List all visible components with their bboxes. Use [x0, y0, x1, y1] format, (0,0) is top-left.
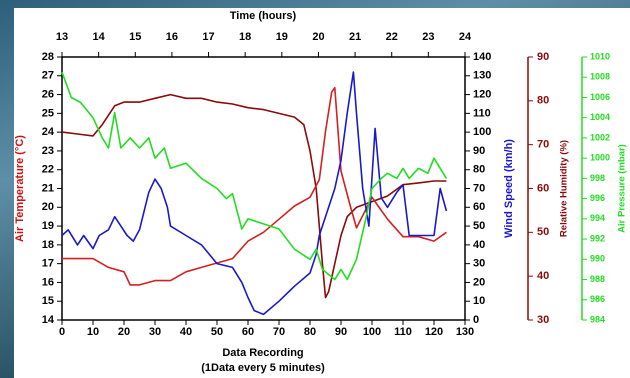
x-tick-label: 90 — [335, 326, 347, 338]
y-tick-label: 23 — [42, 145, 54, 157]
y2-tick-label: 100 — [473, 126, 491, 138]
x2-tick-label: 22 — [386, 31, 398, 43]
x-tick-label: 40 — [180, 326, 192, 338]
y3-tick-label: 80 — [537, 95, 549, 107]
x-title: Data Recording — [222, 347, 303, 359]
y4-tick-label: 986 — [590, 294, 605, 304]
y2-tick-label: 90 — [473, 145, 485, 157]
y4-title: Air Pressure (mbar) — [617, 144, 628, 233]
x2-tick-label: 21 — [349, 31, 361, 43]
y-tick-label: 28 — [42, 51, 54, 63]
y4-tick-label: 1010 — [590, 51, 610, 61]
y4-tick-label: 990 — [590, 254, 605, 264]
y3-tick-label: 50 — [537, 226, 549, 238]
x2-tick-label: 20 — [312, 31, 324, 43]
y-tick-label: 16 — [42, 276, 54, 288]
y4-tick-label: 988 — [590, 274, 605, 284]
y-tick-label: 26 — [42, 88, 54, 100]
y-tick-label: 17 — [42, 258, 54, 270]
series-line — [62, 86, 447, 286]
x2-tick-label: 19 — [276, 31, 288, 43]
y3-tick-label: 90 — [537, 51, 549, 63]
x-tick-label: 120 — [425, 326, 443, 338]
y4-tick-label: 996 — [590, 193, 605, 203]
x2-tick-label: 24 — [459, 31, 472, 43]
y-tick-label: 18 — [42, 239, 54, 251]
x-tick-label: 10 — [87, 326, 99, 338]
y2-tick-label: 40 — [473, 239, 485, 251]
y3-tick-label: 30 — [537, 314, 549, 326]
y3-title: Relative Humidity (%) — [559, 140, 570, 237]
x2-tick-label: 23 — [422, 31, 434, 43]
y4-tick-label: 1008 — [590, 72, 610, 82]
series-line — [61, 93, 447, 299]
y-tick-label: 24 — [42, 126, 55, 138]
x2-tick-label: 15 — [129, 31, 141, 43]
y-tick-label: 27 — [42, 70, 54, 82]
y2-tick-label: 120 — [473, 88, 491, 100]
x-tick-label: 30 — [149, 326, 161, 338]
y-tick-label: 19 — [42, 220, 54, 232]
y2-tick-label: 130 — [473, 70, 491, 82]
x2-tick-label: 17 — [202, 31, 214, 43]
y-tick-label: 22 — [42, 164, 54, 176]
x2-tick-label: 16 — [166, 31, 178, 43]
y2-tick-label: 140 — [473, 51, 491, 63]
y-title: Air Temperature (°C) — [14, 135, 26, 242]
x2-tick-label: 18 — [239, 31, 251, 43]
x2-title: Time (hours) — [230, 10, 297, 22]
y2-tick-label: 60 — [473, 201, 485, 213]
y-tick-label: 14 — [42, 314, 55, 326]
x-tick-label: 100 — [363, 326, 381, 338]
y2-tick-label: 110 — [473, 107, 491, 119]
y2-tick-label: 30 — [473, 258, 485, 270]
y2-tick-label: 80 — [473, 164, 485, 176]
y4-tick-label: 1002 — [590, 132, 610, 142]
y4-tick-label: 984 — [590, 314, 605, 324]
y3-tick-label: 70 — [537, 139, 549, 151]
x-tick-label: 70 — [273, 326, 285, 338]
y2-tick-label: 10 — [473, 295, 485, 307]
y2-tick-label: 20 — [473, 276, 485, 288]
x-tick-label: 80 — [304, 326, 316, 338]
y-tick-label: 20 — [42, 201, 54, 213]
y-tick-label: 15 — [42, 295, 54, 307]
x2-tick-label: 13 — [56, 31, 68, 43]
y2-tick-label: 70 — [473, 182, 485, 194]
series-line — [61, 71, 448, 316]
y4-tick-label: 998 — [590, 173, 605, 183]
x-title: (1Data every 5 minutes) — [201, 362, 325, 374]
y4-tick-label: 1000 — [590, 153, 610, 163]
series-line — [61, 71, 448, 281]
y4-tick-label: 994 — [590, 213, 605, 223]
y-tick-label: 25 — [42, 107, 54, 119]
y4-tick-label: 1004 — [590, 112, 610, 122]
x-tick-label: 50 — [211, 326, 223, 338]
y4-tick-label: 1006 — [590, 92, 610, 102]
y-tick-label: 21 — [42, 182, 54, 194]
x-tick-label: 20 — [118, 326, 130, 338]
y3-tick-label: 60 — [537, 182, 549, 194]
x2-tick-label: 14 — [93, 31, 106, 43]
y2-tick-label: 0 — [473, 314, 479, 326]
y4-tick-label: 992 — [590, 233, 605, 243]
y3-tick-label: 40 — [537, 270, 549, 282]
y2-title: Wind Speed (km/h) — [503, 139, 515, 238]
x-tick-label: 110 — [394, 326, 412, 338]
x-tick-label: 60 — [242, 326, 254, 338]
x-tick-label: 0 — [59, 326, 65, 338]
y2-tick-label: 50 — [473, 220, 485, 232]
x-tick-label: 130 — [456, 326, 474, 338]
